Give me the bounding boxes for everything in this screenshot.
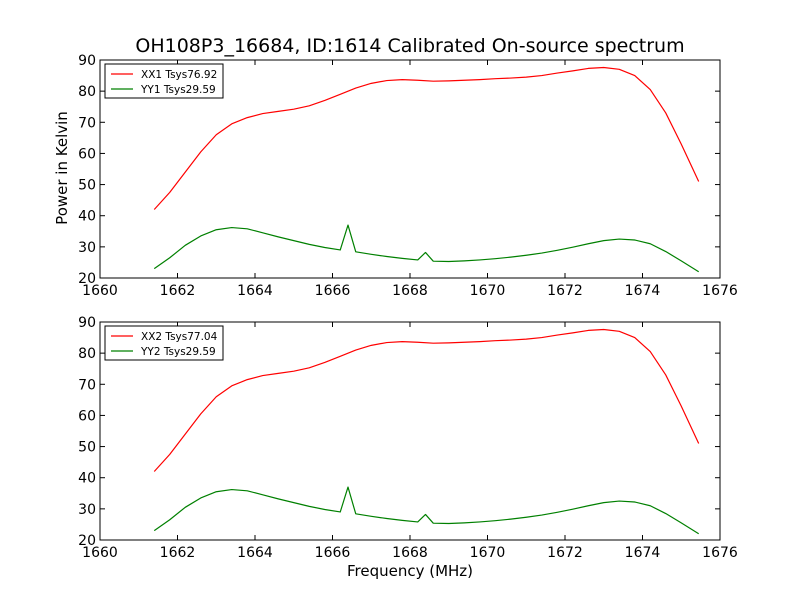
legend-entry: XX1 Tsys76.92 [141, 69, 217, 81]
legend-entry: XX2 Tsys77.04 [141, 331, 218, 343]
x-tick-label: 1672 [547, 283, 583, 299]
y-tick-label: 80 [78, 346, 96, 362]
y-tick-label: 30 [78, 502, 96, 518]
x-tick-label: 1660 [82, 545, 118, 561]
y-tick-label: 70 [78, 377, 96, 393]
bottom-plot-panel: 1660 1662 1664 1666 1668 1670 1672 1674 1676 20 30… [78, 315, 738, 561]
x-tick-label: 1666 [315, 545, 351, 561]
x-tick-label: 1668 [392, 545, 428, 561]
legend-box [104, 325, 224, 361]
y-tick-label: 70 [78, 115, 96, 131]
x-tick-label: 1670 [470, 545, 506, 561]
x-tick-label: 1676 [702, 283, 738, 299]
y-tick-label: 20 [78, 271, 96, 287]
y-tick-label: 40 [78, 471, 96, 487]
y-tick-label: 60 [78, 146, 96, 162]
legend: XX1 Tsys76.92 YY1 Tsys29.59 [104, 63, 224, 99]
x-tick-label: 1670 [470, 283, 506, 299]
legend: XX2 Tsys77.04 YY2 Tsys29.59 [104, 325, 224, 361]
x-tick-label: 1676 [702, 545, 738, 561]
y-tick-label: 30 [78, 240, 96, 256]
x-tick-label: 1668 [392, 283, 428, 299]
y-tick-label: 50 [78, 440, 96, 456]
x-tick-label: 1672 [547, 545, 583, 561]
y-tick-label: 60 [78, 408, 96, 424]
series-line-xx1 [153, 66, 700, 210]
y-tick-label: 50 [78, 178, 96, 194]
x-tick-label: 1674 [625, 545, 661, 561]
y-tick-label: 90 [78, 315, 96, 331]
legend-entry: YY2 Tsys29.59 [140, 346, 216, 358]
y-tick-label: 90 [78, 53, 96, 69]
x-tick-label: 1664 [237, 283, 273, 299]
top-plot-panel: 1660 1662 1664 1666 1668 1670 1672 1674 1676 20 30… [78, 53, 738, 299]
x-tick-label: 1674 [625, 283, 661, 299]
x-tick-label: 1662 [160, 545, 196, 561]
x-tick-label: 1664 [237, 545, 273, 561]
x-tick-label: 1666 [315, 283, 351, 299]
series-line-yy2 [153, 486, 700, 535]
x-axis-label: Frequency (MHz) [347, 562, 473, 580]
y-tick-label: 20 [78, 533, 96, 549]
x-tick-label: 1662 [160, 283, 196, 299]
figure-title: OH108P3_16684, ID:1614 Calibrated On-sou… [135, 35, 684, 57]
legend-box [104, 63, 224, 99]
x-tick-label: 1660 [82, 283, 118, 299]
y-tick-label: 40 [78, 209, 96, 225]
series-line-yy1 [153, 224, 700, 273]
series-line-xx2 [153, 328, 700, 472]
y-tick-label: 80 [78, 84, 96, 100]
legend-entry: YY1 Tsys29.59 [140, 84, 216, 96]
y-axis-label: Power in Kelvin [53, 111, 71, 225]
